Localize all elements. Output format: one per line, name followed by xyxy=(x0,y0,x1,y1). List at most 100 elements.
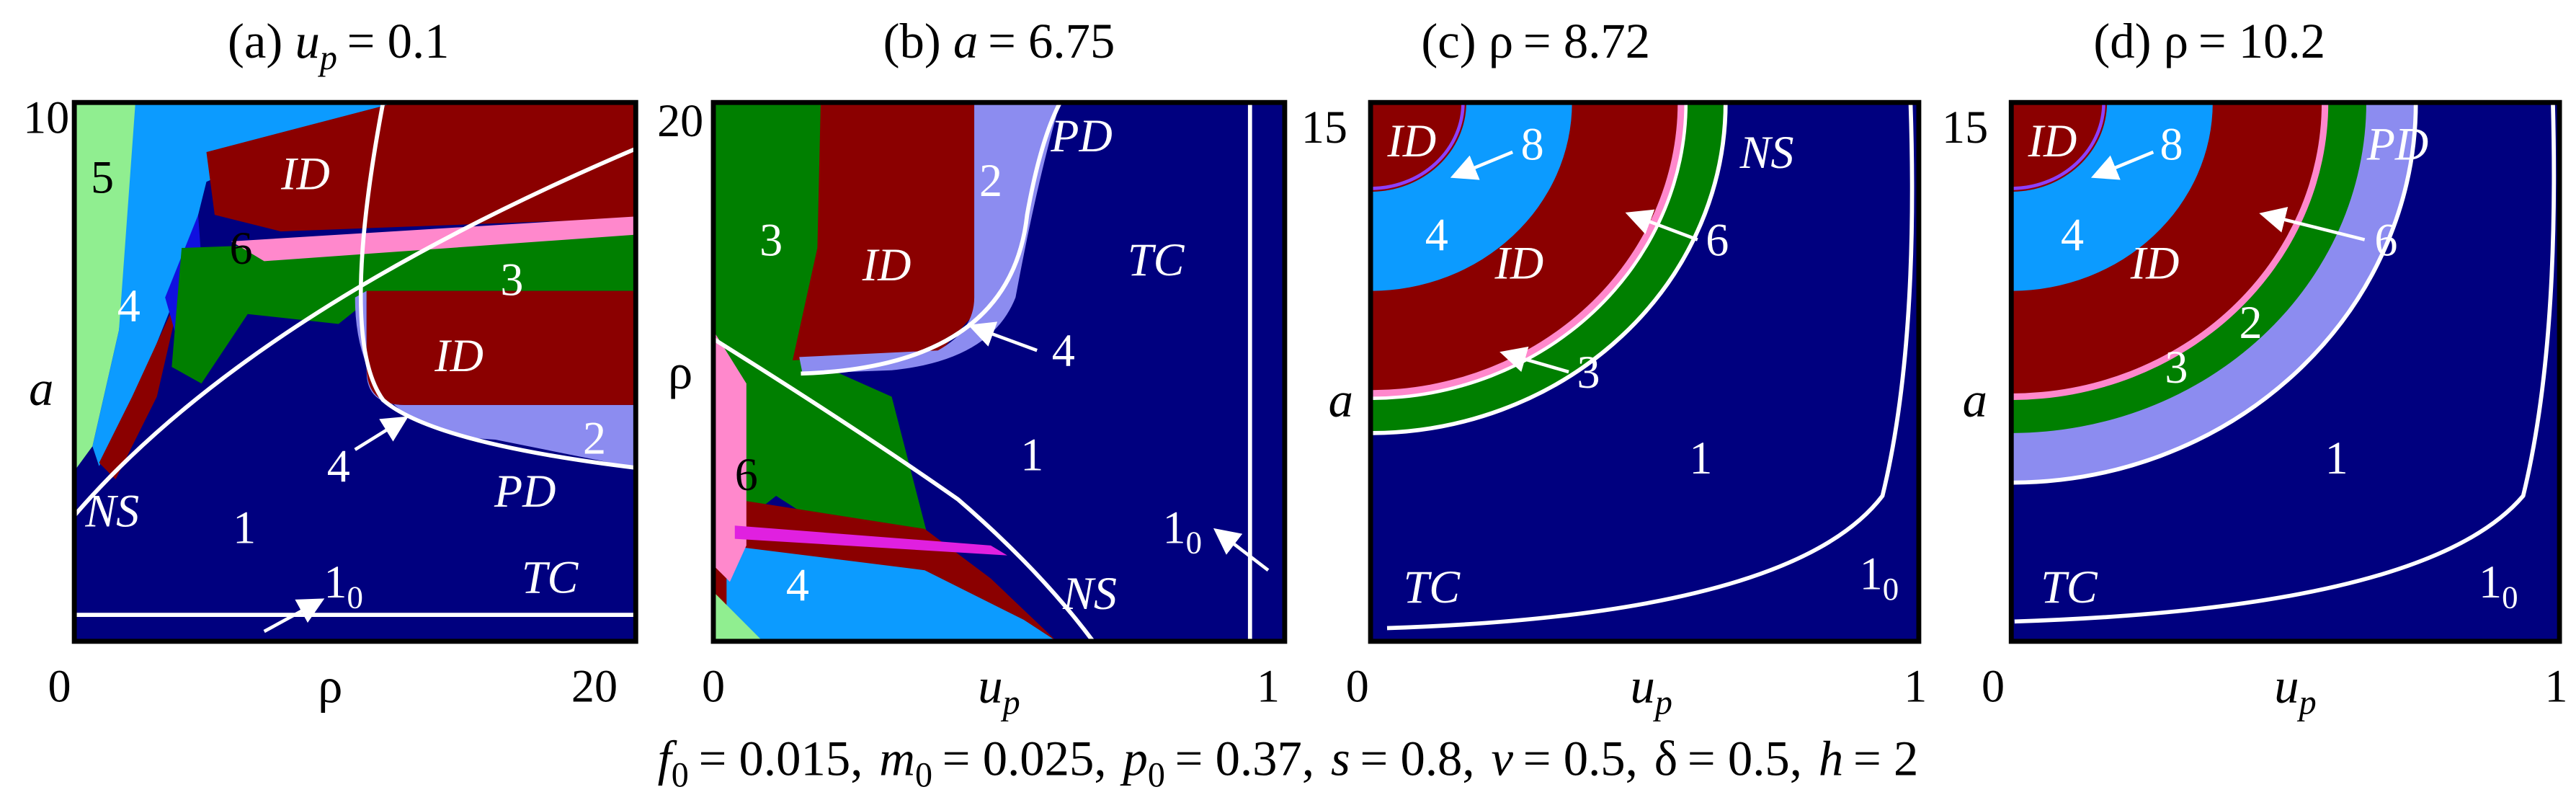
text-part: NS xyxy=(1062,568,1117,619)
y-axis-label: ρ xyxy=(668,345,692,399)
region-label: 3 xyxy=(2165,342,2188,393)
text-part: 6 xyxy=(2374,214,2397,265)
x-tick-label: 0 xyxy=(702,660,725,711)
text-part: 1 xyxy=(1163,502,1186,553)
region-label: PD xyxy=(2366,118,2429,169)
text-part: 0 xyxy=(347,579,362,615)
x-axis-label: up xyxy=(978,658,1020,721)
text-part: 6 xyxy=(230,223,253,274)
text-part: 5 xyxy=(91,151,114,203)
text-part: 1 xyxy=(1020,429,1043,480)
region-label: PD xyxy=(494,466,556,517)
text-part: 8 xyxy=(2160,118,2183,169)
x-tick-label: 0 xyxy=(1982,660,2005,711)
text-part: 4 xyxy=(1425,209,1448,260)
region-label: NS xyxy=(1062,568,1117,619)
text-part: 3 xyxy=(1577,347,1600,398)
y-axis-label: a xyxy=(1329,373,1353,427)
text-part: 0 xyxy=(915,756,932,794)
text-part: ID xyxy=(280,148,330,199)
text-part: ρ xyxy=(1489,14,1513,68)
region-label: 8 xyxy=(1521,118,1544,169)
text-part: a xyxy=(29,361,53,416)
region-label: 6 xyxy=(1706,214,1729,265)
text-part: m xyxy=(879,731,915,786)
text-part: u xyxy=(978,658,1002,713)
text-part: = 0.37, xyxy=(1175,731,1314,786)
text-part: NS xyxy=(84,485,139,536)
text-part: TC xyxy=(2041,561,2098,613)
region-label: 4 xyxy=(2061,209,2084,260)
region-label: 2 xyxy=(583,412,606,463)
text-part: p xyxy=(1001,683,1020,721)
y-axis-label: a xyxy=(1963,373,1987,427)
region-label: 10 xyxy=(2479,556,2518,615)
text-part: ID xyxy=(862,239,912,290)
text-part: 1 xyxy=(1860,548,1883,599)
text-part: 1 xyxy=(2325,432,2348,484)
text-part: 3 xyxy=(500,254,523,305)
text-part: (c) xyxy=(1421,14,1476,68)
text-part: 3 xyxy=(2165,342,2188,393)
text-part: 4 xyxy=(1052,325,1075,376)
text-part: = 0.1 xyxy=(347,14,450,68)
region-label: TC xyxy=(1404,561,1461,613)
text-part: ID xyxy=(1387,115,1437,166)
text-part: = 0.8, xyxy=(1360,731,1475,786)
text-part: 2 xyxy=(2239,297,2263,348)
y-tick-label: 15 xyxy=(1942,102,1988,153)
y-tick-label: 20 xyxy=(657,95,703,146)
y-tick-label: 10 xyxy=(23,92,69,143)
text-part: 1 xyxy=(2479,556,2502,608)
text-part: 4 xyxy=(2061,209,2084,260)
region-label: PD xyxy=(1050,110,1113,161)
text-part: TC xyxy=(522,551,579,603)
text-part: NS xyxy=(1739,127,1794,178)
text-part: 0 xyxy=(2502,579,2518,615)
region-label: 10 xyxy=(324,556,363,615)
text-part: 8 xyxy=(1521,118,1544,169)
text-part: ρ xyxy=(668,345,692,399)
text-part: 2 xyxy=(583,412,606,463)
panel-title: (c) ρ = 8.72 xyxy=(1421,14,1650,68)
x-tick-label: 1 xyxy=(2544,660,2567,711)
region-label: 1 xyxy=(233,502,256,553)
region-label: 3 xyxy=(500,254,523,305)
text-part: 6 xyxy=(1706,214,1729,265)
text-part: 1 xyxy=(324,556,347,608)
text-part: h xyxy=(1819,731,1843,786)
region-label: ID xyxy=(280,148,330,199)
region-label: TC xyxy=(522,551,579,603)
text-part: PD xyxy=(494,466,556,517)
text-part: δ xyxy=(1654,731,1677,786)
text-part: 0 xyxy=(1883,571,1899,607)
region-label: 6 xyxy=(230,223,253,274)
panel-title: (b) a = 6.75 xyxy=(883,14,1115,68)
y-tick-label: 15 xyxy=(1301,102,1347,153)
region-label: 4 xyxy=(117,280,141,332)
text-part: s xyxy=(1331,731,1350,786)
region-label: ID xyxy=(2028,115,2077,166)
panel-title: (d) ρ = 10.2 xyxy=(2093,14,2325,68)
text-part: 4 xyxy=(327,440,350,492)
text-part: p xyxy=(1653,683,1672,721)
text-part: ID xyxy=(1494,237,1543,288)
x-axis-label: up xyxy=(1630,658,1672,721)
text-part: ID xyxy=(434,330,483,381)
region-label: 8 xyxy=(2160,118,2183,169)
text-part: 3 xyxy=(759,214,783,265)
text-part: 6 xyxy=(735,449,758,500)
text-part: TC xyxy=(1128,234,1185,285)
text-part: (d) xyxy=(2093,14,2151,68)
panel-d-map xyxy=(2011,102,2560,641)
text-part: u xyxy=(295,14,320,68)
text-part: ρ xyxy=(2164,14,2188,68)
region-label: 4 xyxy=(1425,209,1448,260)
text-part: (a) xyxy=(228,14,282,68)
text-part: 4 xyxy=(117,280,141,332)
x-axis-label: ρ xyxy=(318,658,342,713)
region-label: 10 xyxy=(1860,548,1899,607)
text-part: = 0.5, xyxy=(1688,731,1802,786)
